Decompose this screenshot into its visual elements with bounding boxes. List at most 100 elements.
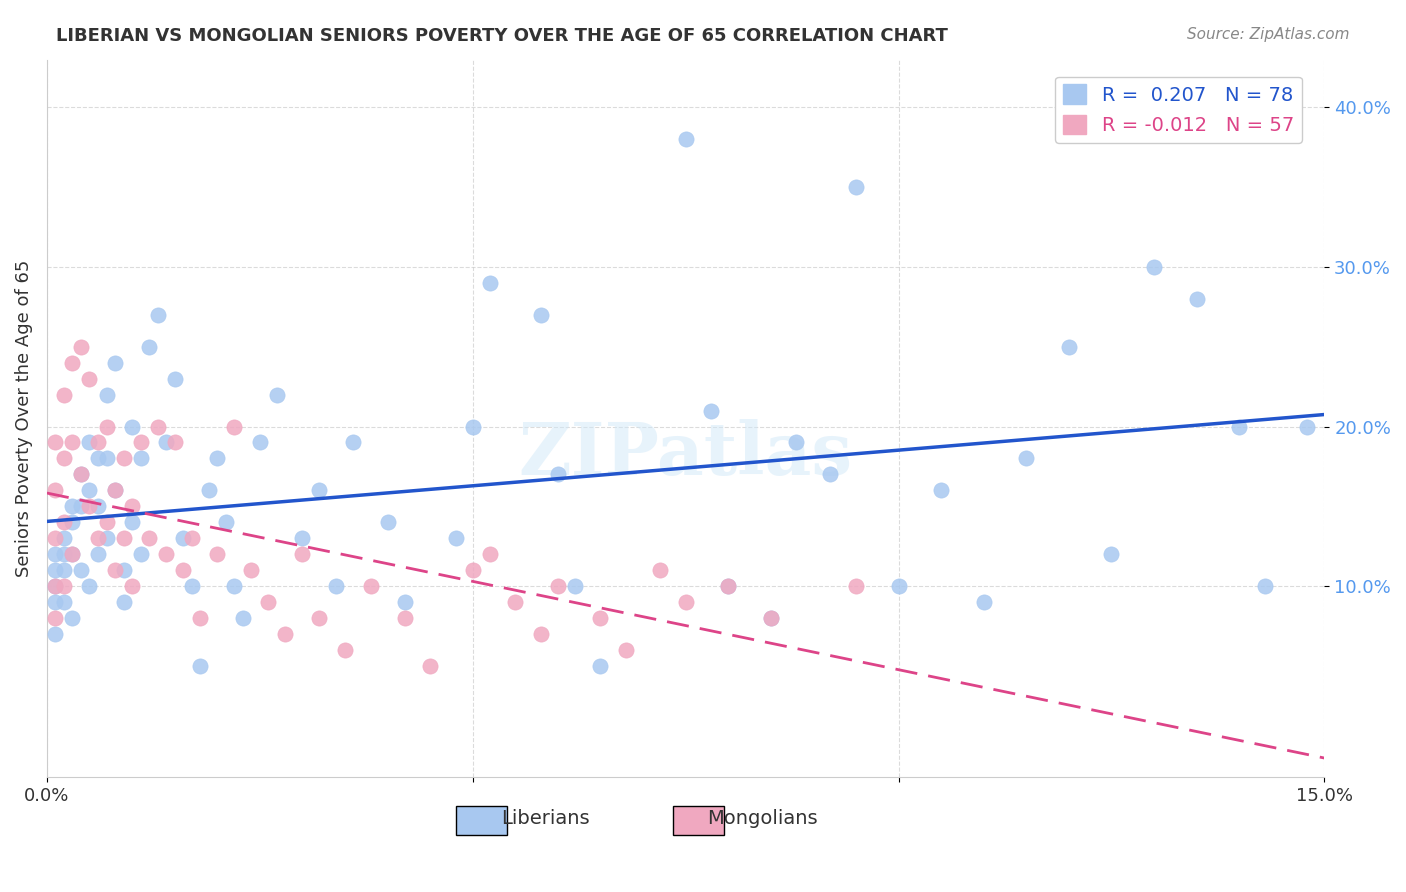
Point [96,531,118,545]
Point [138,340,160,354]
Point [973,595,995,609]
Point [308,611,330,625]
Point [52,595,75,609]
Point [96,419,118,434]
Point [266,387,288,401]
Point [180,531,202,545]
Point [121,515,143,529]
Point [87,500,110,514]
Point [104,563,127,577]
Text: LIBERIAN VS MONGOLIAN SENIORS POVERTY OVER THE AGE OF 65 CORRELATION CHART: LIBERIAN VS MONGOLIAN SENIORS POVERTY OV… [56,27,948,45]
Point [79,579,101,593]
Point [1143,260,1166,274]
Point [44,579,66,593]
Y-axis label: Seniors Poverty Over the Age of 65: Seniors Poverty Over the Age of 65 [15,260,32,577]
Point [62,356,84,370]
FancyBboxPatch shape [456,806,506,835]
Point [274,627,297,641]
Point [44,547,66,561]
Point [52,387,75,401]
Point [257,595,280,609]
Point [394,611,416,625]
Point [129,435,152,450]
Point [44,627,66,641]
Point [717,579,740,593]
Point [325,579,347,593]
Point [589,658,612,673]
Point [224,579,246,593]
Point [163,371,186,385]
Point [70,467,93,482]
Point [614,643,637,657]
FancyBboxPatch shape [673,806,724,835]
Point [589,611,612,625]
Point [530,627,553,641]
Point [1254,579,1277,593]
Point [240,563,263,577]
Point [648,563,671,577]
Point [163,435,186,450]
Point [1101,547,1123,561]
Point [394,595,416,609]
Point [52,515,75,529]
Point [291,531,314,545]
Point [232,611,254,625]
Point [249,435,271,450]
Point [530,308,553,322]
Text: Liberians: Liberians [501,809,589,828]
Point [478,276,501,290]
Text: Mongolians: Mongolians [707,809,818,828]
Point [70,500,93,514]
Point [44,483,66,498]
Point [44,579,66,593]
Point [62,500,84,514]
Point [419,658,441,673]
Point [44,531,66,545]
Point [675,132,697,146]
Point [104,356,127,370]
Point [759,611,782,625]
Point [112,531,135,545]
Point [188,611,211,625]
Point [146,419,169,434]
Point [62,547,84,561]
Point [759,611,782,625]
Point [172,563,194,577]
Point [52,451,75,466]
Point [96,451,118,466]
Point [79,500,101,514]
Point [79,371,101,385]
Point [70,563,93,577]
Point [79,483,101,498]
Point [87,451,110,466]
Point [700,403,723,417]
Point [291,547,314,561]
Point [1057,340,1080,354]
Point [224,419,246,434]
Point [929,483,952,498]
Point [79,435,101,450]
Point [564,579,586,593]
Point [70,467,93,482]
Point [96,387,118,401]
Point [675,595,697,609]
Point [87,435,110,450]
Point [308,483,330,498]
Point [478,547,501,561]
Point [785,435,807,450]
Point [172,531,194,545]
Point [129,451,152,466]
Point [155,547,177,561]
Point [52,531,75,545]
Point [155,435,177,450]
Point [461,563,484,577]
Point [887,579,910,593]
Point [104,483,127,498]
Point [845,180,868,194]
Point [70,340,93,354]
Point [205,547,228,561]
Point [461,419,484,434]
Point [121,579,143,593]
Point [44,563,66,577]
Point [52,563,75,577]
